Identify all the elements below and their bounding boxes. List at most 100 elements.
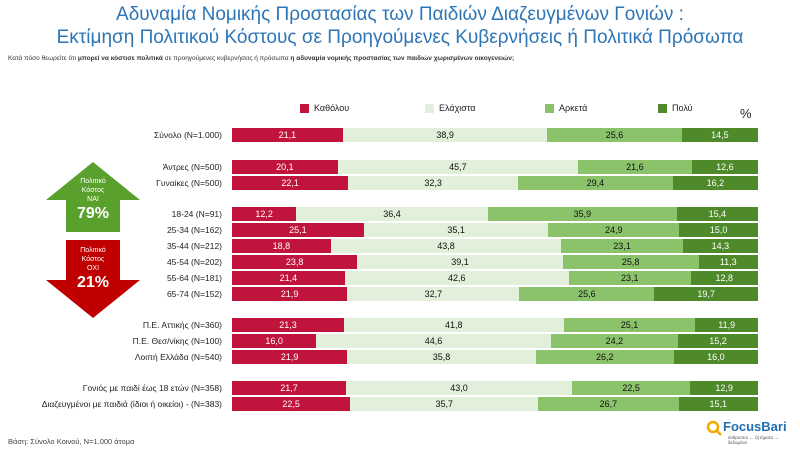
question-text-mid: σε προηγούμενες κυβερνήσεις ή πρόσωπα — [162, 55, 291, 62]
cost-no-label-2: Κόστος — [81, 256, 105, 263]
cost-yes-value: 79% — [76, 205, 110, 222]
bar-segment-katholou: 25,1 — [232, 223, 364, 237]
bar-segment-poly: 12,6 — [691, 160, 758, 174]
bar-segment-arketa: 26,7 — [538, 397, 679, 411]
cost-yes-label-2: Κόστος — [81, 187, 105, 194]
logo-text: FocusBari — [723, 419, 787, 434]
bar-segment-arketa: 23,1 — [568, 271, 691, 285]
cost-no-label-3: ΟΧΙ — [86, 265, 100, 272]
legend-item: Ελάχιστα — [425, 102, 475, 114]
legend-label: Αρκετά — [559, 103, 588, 113]
bar-segment-katholou: 22,5 — [232, 397, 351, 411]
bar-segment-elaxista: 39,1 — [357, 255, 563, 269]
bar-segment-poly: 14,3 — [682, 239, 758, 253]
category-label: 65-74 (Ν=152) — [166, 289, 222, 299]
bar-segment-arketa: 22,5 — [571, 381, 691, 395]
category-label: Π.Ε. Αττικής (Ν=360) — [142, 320, 222, 330]
legend-swatch — [300, 103, 309, 113]
bar-segment-arketa: 25,8 — [562, 255, 699, 269]
bar-segment-elaxista: 44,6 — [316, 334, 551, 348]
bar-segment-poly: 14,5 — [681, 128, 758, 142]
category-label: 45-54 (Ν=202) — [166, 257, 222, 267]
category-label: Π.Ε. Θεσ/νίκης (Ν=100) — [132, 336, 222, 346]
bar-segment-elaxista: 43,8 — [330, 239, 562, 253]
bar-segment-arketa: 24,9 — [548, 223, 680, 237]
bar-segment-poly: 15,2 — [678, 334, 758, 348]
category-label: Άντρες (Ν=500) — [162, 162, 222, 172]
category-label: Διαζευγμένοι με παιδιά (ίδιοι ή οικείοι)… — [41, 399, 222, 409]
bar-segment-elaxista: 32,3 — [348, 176, 519, 190]
cost-no-label-1: Πολιτικό — [80, 247, 106, 254]
bar-segment-katholou: 21,1 — [232, 128, 343, 142]
category-label: Σύνολο (Ν=1.000) — [154, 130, 222, 140]
bar-segment-elaxista: 35,7 — [350, 397, 539, 411]
logo-magnifier-icon — [706, 420, 722, 436]
footer-base-note: Βάση: Σύνολο Κοινού, Ν=1.000 άτομα — [8, 437, 135, 446]
bar-segment-elaxista: 42,6 — [344, 271, 569, 285]
logo-tagline: άνθρωποι ← ζητήματα → δεδομένα — [728, 435, 779, 445]
chart-subtitle: Εκτίμηση Πολιτικού Κόστους σε Προηγούμεν… — [56, 27, 744, 48]
cost-no-box: Πολιτικό Κόστος ΟΧΙ 21% — [48, 246, 138, 293]
bar-segment-katholou: 21,4 — [232, 271, 345, 285]
bar-segment-arketa: 26,2 — [535, 350, 674, 364]
bar-segment-poly: 16,2 — [672, 176, 758, 190]
category-label: 35-44 (Ν=212) — [166, 241, 222, 251]
category-label: Λοιπή Ελλάδα (Ν=540) — [134, 352, 222, 362]
category-label: Γονιός με παιδί έως 18 ετών (Ν=358) — [82, 383, 222, 393]
question-text-pre: Κατά πόσο θεωρείτε ότι — [8, 55, 78, 62]
cost-yes-box: Πολιτικό Κόστος ΝΑΙ 79% — [48, 177, 138, 224]
legend-label: Ελάχιστα — [439, 103, 476, 113]
bar-segment-katholou: 21,3 — [232, 318, 344, 332]
bar-segment-poly: 16,0 — [673, 350, 758, 364]
bar-segment-poly: 12,9 — [690, 381, 758, 395]
bar-segment-elaxista: 45,7 — [337, 160, 579, 174]
bar-segment-elaxista: 36,4 — [296, 207, 488, 221]
legend-swatch — [425, 103, 434, 113]
category-label: 25-34 (Ν=162) — [166, 225, 222, 235]
bar-segment-arketa: 21,6 — [578, 160, 692, 174]
legend-label: Καθόλου — [314, 103, 350, 113]
bar-segment-poly: 15,0 — [679, 223, 758, 237]
bar-segment-katholou: 12,2 — [232, 207, 297, 221]
legend-swatch — [658, 103, 667, 113]
bar-segment-poly: 11,9 — [695, 318, 758, 332]
category-label: 55-64 (Ν=181) — [166, 273, 222, 283]
legend-item: Καθόλου — [300, 102, 349, 114]
bar-segment-katholou: 21,9 — [232, 350, 348, 364]
category-label: Γυναίκες (Ν=500) — [156, 178, 222, 188]
bar-segment-poly: 11,3 — [698, 255, 758, 269]
bar-segment-poly: 12,8 — [690, 271, 758, 285]
bar-segment-elaxista: 35,1 — [363, 223, 549, 237]
bar-segment-arketa: 25,1 — [563, 318, 696, 332]
bar-segment-elaxista: 38,9 — [342, 128, 548, 142]
bar-segment-elaxista: 41,8 — [343, 318, 564, 332]
bar-segment-arketa: 29,4 — [518, 176, 673, 190]
focusbari-logo: FocusBari άνθρωποι ← ζητήματα → δεδομένα — [706, 418, 796, 446]
bar-segment-katholou: 22,1 — [232, 176, 349, 190]
cost-no-value: 21% — [76, 274, 110, 291]
survey-question: Κατά πόσο θεωρείτε ότι μπορεί να κόστισε… — [8, 55, 798, 62]
bar-segment-arketa: 25,6 — [519, 287, 655, 301]
cost-yes-label-3: ΝΑΙ — [87, 196, 99, 203]
legend-label: Πολύ — [672, 103, 693, 113]
bar-segment-arketa: 23,1 — [561, 239, 683, 253]
bar-segment-elaxista: 35,8 — [347, 350, 536, 364]
question-text-bold-1: μπορεί να κόστισε πολιτικά — [77, 55, 163, 62]
bar-segment-katholou: 16,0 — [232, 334, 317, 348]
legend-swatch — [545, 103, 554, 113]
bar-segment-elaxista: 43,0 — [346, 381, 572, 395]
bar-segment-arketa: 24,2 — [550, 334, 679, 348]
cost-yes-label-1: Πολιτικό — [80, 178, 106, 185]
bar-segment-katholou: 23,8 — [232, 255, 358, 269]
bar-segment-elaxista: 32,7 — [347, 287, 520, 301]
unit-label: % — [740, 106, 752, 121]
bar-segment-poly: 19,7 — [654, 287, 758, 301]
bar-segment-katholou: 18,8 — [232, 239, 331, 253]
bar-segment-poly: 15,1 — [678, 397, 758, 411]
question-text-bold-2: η αδυναμία νομικής προστασίας των παιδιώ… — [290, 55, 515, 62]
bar-segment-arketa: 35,9 — [487, 207, 677, 221]
legend-item: Αρκετά — [545, 102, 587, 114]
bar-segment-katholou: 21,7 — [232, 381, 347, 395]
category-label: 18-24 (Ν=91) — [171, 209, 222, 219]
chart-title: Αδυναμία Νομικής Προστασίας των Παιδιών … — [116, 4, 684, 25]
